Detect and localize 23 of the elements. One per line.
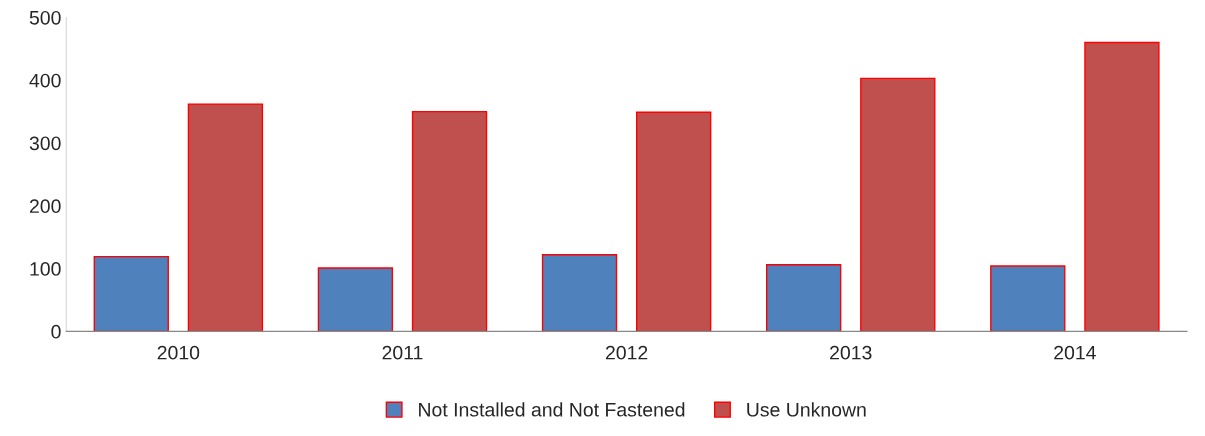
x-tick-label: 2010 [157,345,200,360]
bar [541,254,618,332]
y-tick-label: 300 [29,136,61,151]
legend-label: Use Unknown [747,402,866,417]
bar [187,103,264,332]
y-tick-label: 500 [29,10,61,25]
bar [317,267,394,332]
x-tick-label: 2011 [382,345,423,360]
bar [860,77,936,332]
bar [93,255,169,332]
x-tick-label: 2013 [830,345,872,360]
y-tick-label: 400 [29,73,61,88]
y-tick-label: 0 [51,324,61,339]
bar [765,264,842,332]
bar [635,111,712,332]
bar [990,265,1066,332]
legend-label: Not Installed and Not Fastened [419,402,685,417]
bar [411,110,488,332]
x-tick-label: 2012 [605,345,648,360]
bar [1084,41,1160,332]
y-tick-label: 200 [29,199,61,214]
x-tick-label: 2014 [1054,345,1096,360]
y-tick-label: 100 [30,262,61,276]
